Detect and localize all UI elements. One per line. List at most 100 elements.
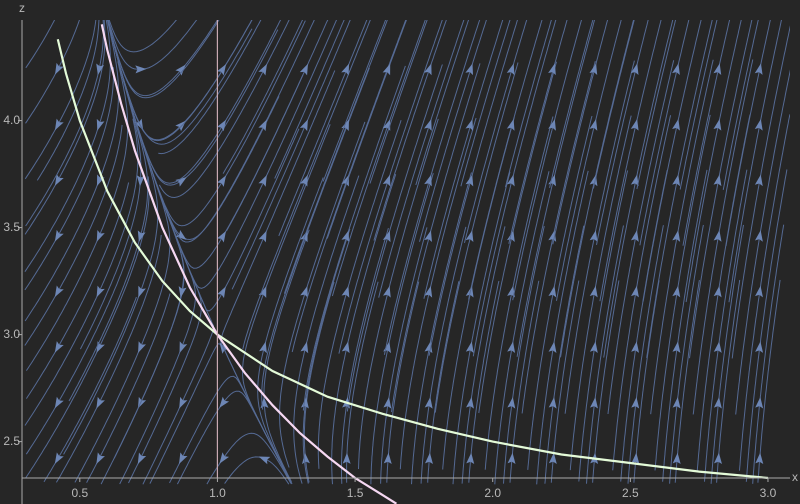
y-tick-label: 3.5 xyxy=(3,220,20,234)
stream-arrow xyxy=(466,397,474,409)
stream-line xyxy=(346,281,379,483)
stream-line xyxy=(25,61,129,371)
stream-arrow xyxy=(755,452,764,465)
y-tick-label: 4.0 xyxy=(3,113,20,127)
stream-line xyxy=(25,176,150,479)
stream-arrow xyxy=(548,452,557,465)
stream-arrow xyxy=(713,341,722,353)
stream-line xyxy=(86,293,171,483)
x-tick-label: 1.0 xyxy=(209,486,226,500)
stream-arrow xyxy=(465,285,474,298)
stream-line xyxy=(158,20,290,199)
stream-arrow xyxy=(54,396,64,409)
stream-arrow xyxy=(96,452,105,465)
stream-arrow xyxy=(54,118,64,131)
stream-arrow xyxy=(302,452,310,465)
stream-arrow xyxy=(465,230,474,243)
stream-line xyxy=(128,291,202,484)
stream-arrow xyxy=(382,119,391,131)
stream-line xyxy=(338,20,443,354)
stream-line xyxy=(682,20,731,246)
stream-line xyxy=(468,20,543,300)
stream-arrow xyxy=(299,63,308,76)
stream-line xyxy=(380,227,428,484)
stream-line xyxy=(460,20,511,187)
stream-arrow xyxy=(424,119,432,131)
stream-line xyxy=(25,239,134,455)
stream-arrow xyxy=(589,285,598,298)
stream-arrow xyxy=(135,65,147,74)
stream-line xyxy=(423,20,504,299)
stream-line xyxy=(745,169,788,482)
stream-line xyxy=(728,20,782,303)
x-tick-label: 3.0 xyxy=(760,486,777,500)
stream-arrow xyxy=(175,177,187,187)
stream-line xyxy=(679,20,718,190)
stream-line xyxy=(386,281,420,483)
stream-arrow xyxy=(590,397,598,409)
stream-line xyxy=(25,182,130,399)
stream-arrow xyxy=(631,397,640,409)
stream-arrow xyxy=(216,231,226,243)
stream-line xyxy=(25,20,56,69)
stream-arrow xyxy=(216,175,227,187)
stream-line xyxy=(599,20,662,302)
stream-arrow xyxy=(342,452,351,464)
stream-arrow xyxy=(96,396,105,409)
stream-arrow xyxy=(713,285,722,298)
stream-arrow xyxy=(179,396,188,409)
stream-arrow xyxy=(755,397,764,409)
stream-arrow xyxy=(341,63,350,76)
stream-arrow xyxy=(630,63,639,76)
stream-arrow xyxy=(382,63,391,76)
stream-line xyxy=(646,20,713,358)
stream-arrow xyxy=(175,120,186,132)
stream-line xyxy=(24,20,97,180)
stream-arrow xyxy=(299,174,308,187)
stream-line xyxy=(24,124,123,346)
stream-arrow xyxy=(754,63,763,75)
stream-arrow xyxy=(341,230,350,243)
stream-arrow xyxy=(465,63,474,76)
stream-line xyxy=(107,20,198,70)
stream-line xyxy=(127,20,282,184)
stream-line xyxy=(283,20,388,294)
x-tick-label: 0.5 xyxy=(71,486,88,500)
stream-arrow xyxy=(175,64,186,76)
stream-line xyxy=(508,20,568,244)
stream-line xyxy=(596,20,649,245)
stream-arrow xyxy=(672,341,681,353)
stream-arrow xyxy=(465,119,474,131)
stream-line xyxy=(578,170,629,482)
stream-line xyxy=(549,20,594,189)
stream-arrow xyxy=(548,397,557,409)
stream-arrow xyxy=(630,119,639,131)
stream-arrow xyxy=(548,63,556,76)
stream-line xyxy=(222,20,304,174)
stream-arrow xyxy=(341,174,349,187)
stream-arrow xyxy=(754,230,763,242)
stream-arrow xyxy=(96,285,105,298)
stream-arrow xyxy=(55,62,64,75)
stream-line xyxy=(603,20,674,358)
stream-arrow xyxy=(96,63,105,76)
stream-arrow xyxy=(96,118,105,131)
stream-line xyxy=(536,170,589,485)
stream-line xyxy=(642,20,702,302)
stream-line xyxy=(231,20,351,290)
stream-line xyxy=(411,172,472,485)
stream-line xyxy=(689,20,753,359)
stream-arrow xyxy=(506,119,515,131)
stream-line xyxy=(36,20,100,181)
stream-line xyxy=(257,177,324,484)
stream-line xyxy=(226,20,329,232)
stream-arrow xyxy=(755,341,764,353)
stream-line xyxy=(428,20,518,356)
stream-arrow xyxy=(548,341,557,353)
stream-arrow xyxy=(424,63,432,76)
stream-arrow xyxy=(589,230,598,242)
stream-arrow xyxy=(713,174,722,187)
stream-arrow xyxy=(672,397,681,409)
